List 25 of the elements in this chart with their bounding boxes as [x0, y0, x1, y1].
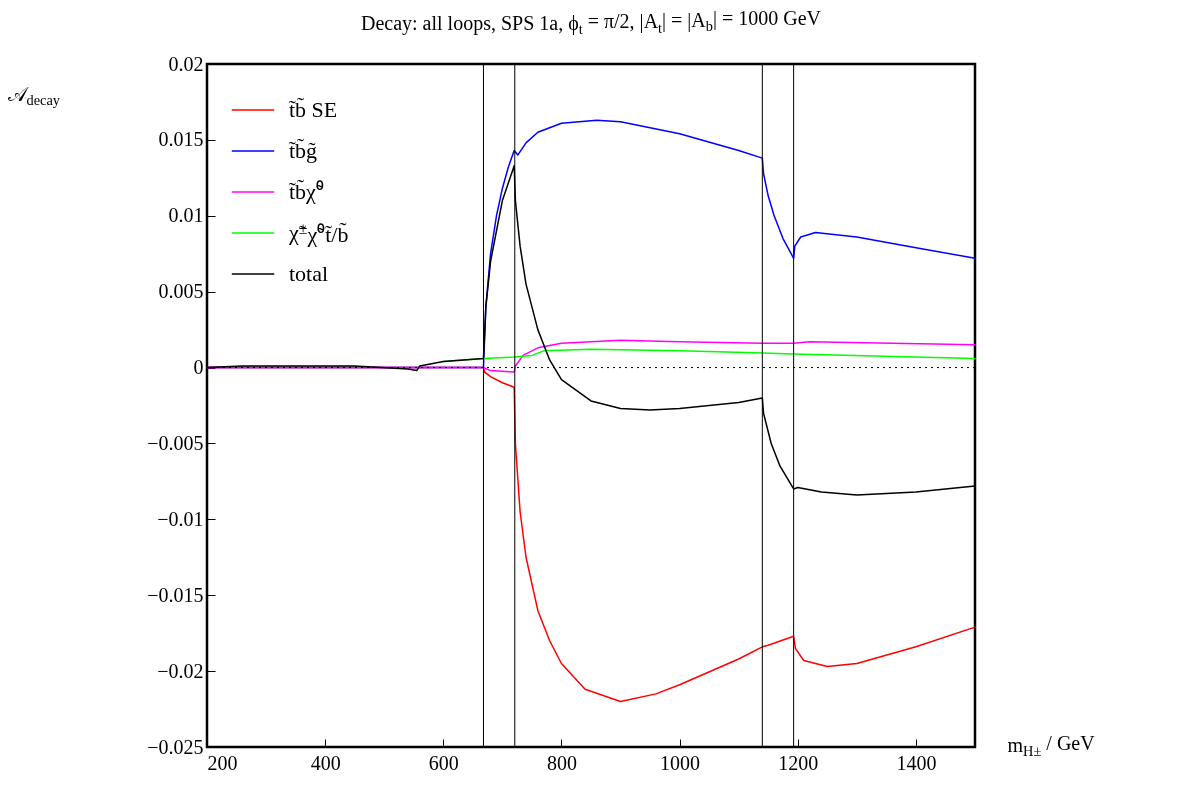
y-tick-label: 0.005 [158, 280, 204, 303]
y-tick-label: −0.025 [147, 735, 204, 758]
legend-label: t̃b̃χ̃⁰ [288, 178, 324, 204]
legend-label: total [289, 261, 329, 286]
x-tick-label: 1400 [896, 751, 937, 774]
y-tick-label: 0.02 [168, 52, 204, 75]
chart-title: Decay: all loops, SPS 1a, ϕ$_{t}$ = π/2, |A$_{t}$| = |A$_{b}$| = 1000 GeV [360, 6, 822, 38]
x-tick-label: 1200 [778, 751, 819, 774]
y-tick-label: 0 [193, 356, 204, 379]
y-axis-title: 𝒜$_{decay}$ [7, 82, 61, 108]
x-axis-title: m$_{H±}$ / GeV [1007, 731, 1096, 759]
legend-label: t̃b̃ SE [288, 96, 338, 122]
y-tick-label: −0.015 [147, 583, 204, 606]
x-tick-label: 400 [310, 751, 341, 774]
y-tick-label: −0.005 [147, 431, 204, 454]
legend-label: χ̃$^{±}$χ̃⁰t̃/b̃ [288, 219, 349, 248]
x-tick-label: 200 [207, 751, 238, 774]
y-tick-label: −0.02 [157, 659, 204, 682]
y-tick-label: −0.01 [157, 507, 204, 530]
x-tick-label: 600 [428, 751, 459, 774]
y-tick-label: 0.01 [168, 204, 204, 227]
x-tick-label: 800 [546, 751, 577, 774]
x-tick-label: 1000 [660, 751, 701, 774]
legend-label: t̃b̃g̃ [288, 137, 318, 163]
y-tick-label: 0.015 [158, 128, 204, 151]
